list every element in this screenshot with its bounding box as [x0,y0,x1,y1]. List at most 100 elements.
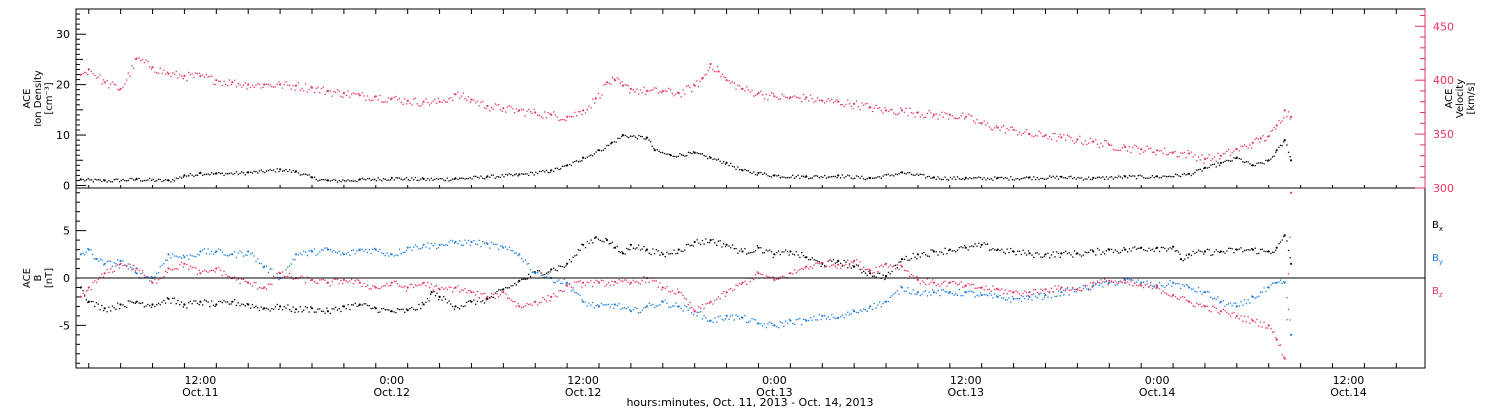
scatter-dot-density [926,176,929,178]
data-point-by [613,303,617,306]
data-point-bx [1283,234,1286,237]
scatter-dot-velocity [910,112,913,114]
scatter-dot-bz [554,295,556,297]
scatter-dot-density [942,178,944,181]
scatter-dot-velocity [824,102,826,104]
scatter-dot-velocity [859,109,861,111]
scatter-dot-bx [189,300,191,302]
scatter-dot-by [829,318,831,321]
scatter-dot-density [390,179,392,181]
scatter-dot-velocity [1242,146,1244,148]
scatter-dot-bz [193,266,195,268]
scatter-dot-by [354,253,356,255]
scatter-dot-velocity [845,103,847,106]
scatter-dot-by [154,276,156,278]
scatter-dot-by [1089,289,1092,291]
scatter-dot-bz [783,275,785,277]
scatter-dot-density [1086,178,1088,180]
scatter-dot-density [994,176,996,178]
scatter-dot-velocity [517,110,519,112]
scatter-dot-bx [955,251,957,253]
scatter-dot-bz [1091,286,1093,288]
scatter-dot-by [347,251,349,254]
scatter-dot-density [335,179,337,181]
scatter-dot-density [106,181,108,183]
scatter-dot-density [1222,161,1224,163]
scatter-dot-density [129,177,131,180]
scatter-dot-by [223,254,225,256]
scatter-dot-bz [1279,344,1282,346]
scatter-dot-by [512,250,514,252]
scatter-dot-by [177,256,179,258]
scatter-dot-bx [1238,248,1240,250]
data-point-bx [613,246,617,249]
scatter-dot-velocity [560,119,562,121]
scatter-dot-by [632,308,634,311]
scatter-dot-velocity [599,97,601,99]
scatter-dot-density [1098,176,1100,178]
scatter-dot-density [375,180,378,182]
scatter-dot-density [283,170,285,172]
scatter-dot-bz [110,268,112,270]
scatter-dot-bz [958,283,960,285]
scatter-dot-bx [450,303,452,305]
scatter-dot-density [1079,177,1081,179]
scatter-dot-velocity [721,73,724,76]
scatter-dot-velocity [715,71,717,73]
scatter-dot-density [1077,176,1079,179]
scatter-dot-density [739,168,741,171]
scatter-dot-velocity [1229,154,1232,157]
scatter-dot-by [203,248,206,250]
scatter-dot-density [278,171,280,173]
scatter-dot-by [1151,285,1154,287]
scatter-dot-bx [320,310,323,312]
scatter-dot-density [1036,177,1038,179]
scatter-dot-bx [464,305,466,307]
scatter-dot-bx [705,238,707,240]
scatter-dot-velocity [770,92,773,94]
scatter-dot-density [799,177,801,180]
scatter-dot-density [1162,175,1164,177]
scatter-dot-bx [979,246,982,248]
scatter-dot-by [212,253,215,255]
scatter-dot-bz [576,281,578,283]
scatter-dot-bz [235,279,238,281]
scatter-dot-density [763,172,766,174]
scatter-dot-by [850,313,852,315]
scatter-dot-by [779,321,781,323]
data-point-bz [900,265,904,268]
scatter-dot-density [320,179,323,181]
scatter-dot-bz [999,289,1001,291]
scatter-dot-by [173,255,176,257]
scatter-dot-velocity [843,105,845,108]
scatter-dot-bx [783,251,785,253]
scatter-dot-bz [1270,328,1272,330]
scatter-dot-by [126,265,128,267]
scatter-dot-bx [469,300,471,302]
scatter-dot-bz [1056,288,1058,290]
scatter-dot-by [816,319,819,321]
scatter-dot-density [250,171,252,173]
scatter-dot-density [981,178,983,180]
scatter-dot-bz [916,276,918,278]
scatter-dot-density [1001,176,1003,178]
scatter-dot-bx [788,254,790,256]
scatter-dot-bz [404,285,406,287]
scatter-dot-by [1047,296,1049,298]
scatter-dot-velocity [730,82,732,84]
scatter-dot-velocity [829,100,831,102]
scatter-dot-velocity [579,111,581,113]
scatter-dot-density [1059,175,1061,178]
scatter-dot-density [1027,177,1030,179]
scatter-dot-velocity [413,98,415,100]
scatter-dot-by [818,313,820,316]
scatter-dot-velocity [498,103,500,106]
scatter-dot-bx [939,251,941,253]
scatter-dot-by [482,240,484,243]
data-point-velocity [757,92,760,95]
scatter-dot-bx [1096,247,1099,250]
scatter-dot-by [576,292,578,294]
scatter-dot-density [553,170,555,173]
scatter-dot-bx [340,310,342,313]
scatter-dot-density [379,179,381,181]
